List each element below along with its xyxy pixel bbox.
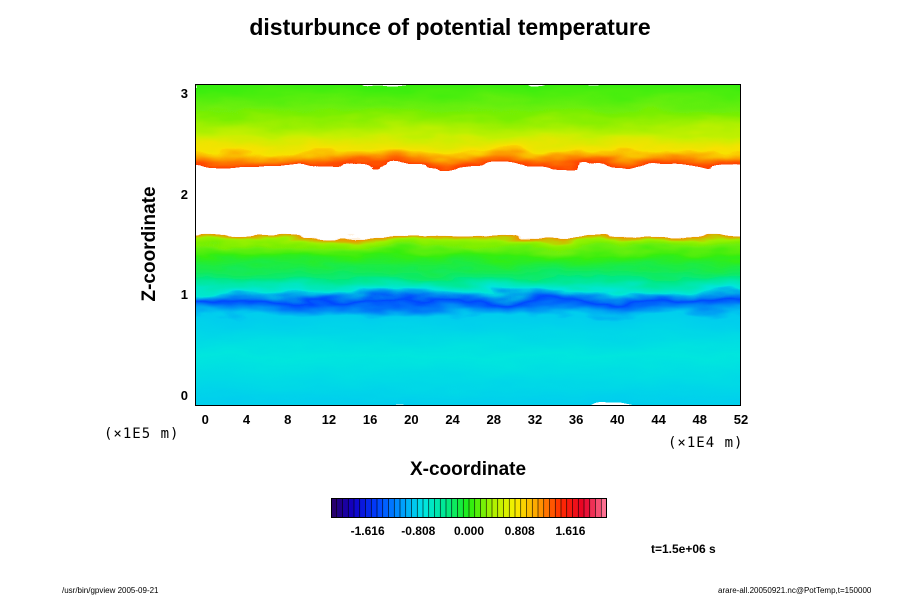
footer-command: /usr/bin/gpview 2005-09-21	[62, 586, 159, 595]
x-tick-label: 32	[527, 412, 543, 427]
field-band	[196, 356, 740, 405]
colorbar-tick-label: 0.808	[504, 524, 535, 538]
colorbar-cell	[342, 498, 349, 518]
field-band	[196, 165, 740, 177]
field-band	[196, 275, 740, 292]
footer-source: arare-all.20050921.nc@PotTemp,t=150000	[718, 586, 872, 595]
field-band	[196, 315, 740, 358]
colorbar-cell	[382, 498, 389, 518]
colorbar-cell	[555, 498, 562, 518]
colorbar-cell	[538, 498, 545, 518]
y-scale-label: (×1E5 m)	[104, 426, 180, 442]
x-axis-label: X-coordinate	[409, 459, 527, 480]
colorbar-cell	[388, 498, 395, 518]
colorbar-tick-label: -1.616	[350, 524, 385, 538]
undefined-region	[196, 175, 740, 234]
colorbar-cell	[584, 498, 591, 518]
field-band	[196, 235, 740, 242]
field-band	[196, 134, 740, 151]
colorbar-cell	[377, 498, 384, 518]
colorbar-cell	[457, 498, 464, 518]
colorbar-cell	[348, 498, 355, 518]
x-tick-label: 12	[321, 412, 337, 427]
field-band	[196, 233, 740, 237]
colorbar-cell	[463, 498, 470, 518]
field-band	[196, 290, 740, 302]
colorbar-cell	[423, 498, 430, 518]
colorbar-cell	[520, 498, 527, 518]
colorbar-cell	[336, 498, 343, 518]
colorbar-cell	[446, 498, 453, 518]
colorbar-cell	[509, 498, 516, 518]
colorbar-cell	[480, 498, 487, 518]
field-band	[196, 300, 740, 317]
y-tick-label: 3	[180, 86, 188, 102]
colorbar-cell	[515, 498, 522, 518]
colorbar-cell	[428, 498, 435, 518]
colorbar-cell	[601, 498, 607, 518]
field-band	[196, 240, 740, 257]
plot-area	[195, 84, 741, 406]
x-tick-label: 52	[733, 412, 749, 427]
colorbar-cell	[365, 498, 372, 518]
colorbar-cell	[532, 498, 539, 518]
colorbar-cell	[359, 498, 366, 518]
colorbar-cell	[434, 498, 441, 518]
colorbar-cell	[440, 498, 447, 518]
colorbar-cell	[400, 498, 407, 518]
y-tick-label: 0	[180, 387, 188, 403]
colorbar-cell	[543, 498, 550, 518]
colorbar-cell	[451, 498, 458, 518]
colorbar-cell	[589, 498, 596, 518]
colorbar-cell	[474, 498, 481, 518]
colorbar-cell	[486, 498, 493, 518]
x-tick-label: 8	[284, 412, 292, 427]
y-tick-label: 1	[180, 287, 188, 303]
x-tick-label: 20	[404, 412, 419, 427]
heatmap-field	[196, 85, 740, 405]
colorbar-cell	[405, 498, 412, 518]
colorbar-cell	[469, 498, 476, 518]
x-tick-label: 4	[242, 412, 251, 427]
x-tick-label: 0	[201, 412, 209, 427]
colorbar-cell	[578, 498, 585, 518]
y-axis-label: Z-coordinate	[139, 186, 160, 302]
x-tick-label: 40	[610, 412, 625, 427]
x-tick-label: 24	[445, 412, 460, 427]
colorbar-cell	[572, 498, 579, 518]
colorbar	[331, 498, 607, 518]
chart-title: disturbunce of potential temperature	[249, 14, 651, 40]
colorbar-cell	[497, 498, 504, 518]
colorbar-tick-label: 0.000	[453, 524, 485, 538]
y-tick-label: 2	[180, 186, 188, 202]
colorbar-tick-label: 1.616	[555, 524, 586, 538]
x-tick-label: 48	[692, 412, 708, 427]
colorbar-cell	[411, 498, 418, 518]
colorbar-cell	[561, 498, 568, 518]
time-label: t=1.5e+06 s	[651, 542, 716, 556]
colorbar-tick-label: -0.808	[401, 524, 436, 538]
colorbar-cell	[394, 498, 401, 518]
x-tick-label: 28	[486, 412, 501, 427]
field-band	[196, 255, 740, 277]
field-band	[196, 85, 740, 116]
x-tick-label: 36	[568, 412, 584, 427]
x-scale-label: (×1E4 m)	[668, 435, 744, 451]
colorbar-border	[331, 498, 607, 518]
colorbar-cell	[331, 498, 338, 518]
colorbar-cell	[549, 498, 556, 518]
x-tick-label: 44	[651, 412, 666, 427]
colorbar-cell	[371, 498, 378, 518]
colorbar-cell	[417, 498, 424, 518]
colorbar-cell	[526, 498, 533, 518]
field-band	[196, 149, 740, 166]
colorbar-cell	[503, 498, 510, 518]
colorbar-cell	[566, 498, 573, 518]
colorbar-cell	[595, 498, 602, 518]
field-band	[196, 114, 740, 136]
colorbar-cell	[354, 498, 361, 518]
colorbar-cell	[492, 498, 499, 518]
x-tick-label: 16	[362, 412, 378, 427]
